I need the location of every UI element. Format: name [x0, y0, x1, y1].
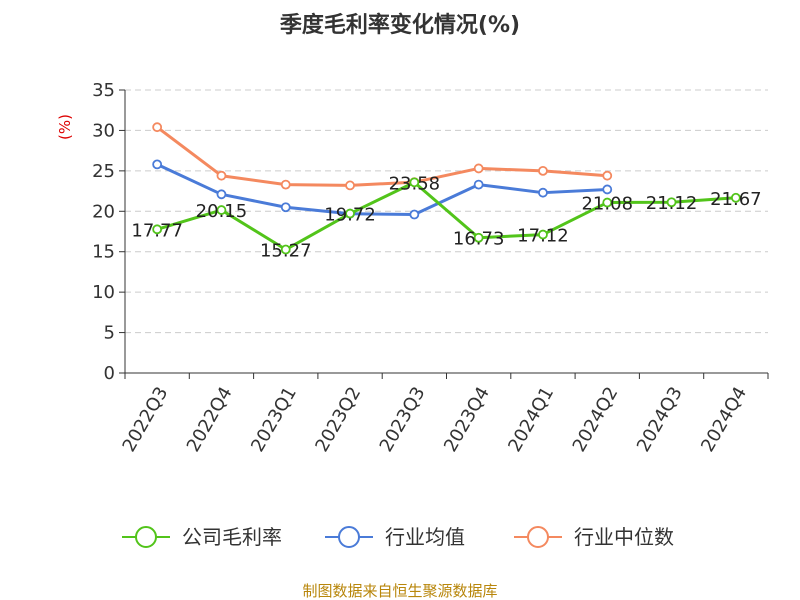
data-point [473, 179, 484, 190]
data-point [345, 180, 355, 191]
y-axis-unit-label: (%) [56, 114, 74, 140]
x-tick-label: 2022Q4 [183, 383, 237, 455]
data-label: 21.08 [581, 194, 633, 215]
legend-item[interactable]: 行业均值 [325, 525, 465, 549]
y-tick-labels: 0 5 10 15 20 25 30 35 [92, 80, 115, 384]
data-label: 16.73 [453, 229, 505, 250]
legend-label: 行业均值 [385, 525, 465, 549]
y-tick-label: 15 [92, 242, 115, 263]
x-tick-label: 2023Q3 [376, 383, 430, 455]
y-tick-label: 10 [92, 282, 115, 303]
data-point [538, 229, 548, 240]
legend-item[interactable]: 行业中位数 [514, 525, 674, 549]
data-point [602, 170, 613, 181]
data-point [473, 232, 484, 243]
data-point [216, 189, 227, 200]
legend-marker-icon [338, 526, 360, 548]
data-label: 20.15 [196, 201, 248, 222]
x-tick-label: 2022Q3 [118, 383, 172, 455]
axes [119, 89, 769, 379]
legend-label: 行业中位数 [574, 525, 674, 549]
data-point [152, 122, 163, 133]
x-tick-label: 2023Q4 [440, 383, 494, 455]
legend-label: 公司毛利率 [182, 525, 282, 549]
legend[interactable]: 公司毛利率 行业均值 行业中位数 [122, 525, 674, 549]
y-tick-label: 0 [104, 363, 115, 384]
chart-title: 季度毛利率变化情况(%) [280, 12, 520, 38]
source-note: 制图数据来自恒生聚源数据库 [302, 582, 497, 600]
data-point [602, 197, 613, 208]
data-point [216, 205, 227, 215]
data-point [409, 209, 420, 220]
data-point [152, 224, 163, 235]
data-point [345, 208, 355, 219]
x-tick-label: 2024Q2 [569, 383, 623, 455]
x-tick-label: 2024Q4 [697, 383, 751, 455]
series-line [156, 180, 736, 252]
y-tick-label: 25 [92, 161, 115, 182]
data-point [280, 202, 291, 213]
data-point [280, 244, 291, 255]
y-tick-label: 30 [92, 120, 115, 141]
data-point [473, 163, 484, 174]
series-line [156, 163, 608, 217]
y-tick-label: 5 [104, 323, 115, 344]
x-tick-labels: 2022Q3 2022Q4 2023Q1 2023Q2 2023Q3 2023Q4 2024… [118, 383, 751, 455]
data-point [538, 187, 548, 198]
data-label: 17.77 [131, 220, 183, 241]
data-label: 17.12 [517, 226, 569, 247]
legend-marker-icon [527, 526, 549, 548]
data-point [216, 170, 227, 181]
data-point [538, 165, 548, 176]
data-point [602, 184, 613, 195]
x-tick-label: 2024Q1 [504, 383, 558, 455]
legend-item[interactable]: 公司毛利率 [122, 525, 282, 549]
data-point [409, 177, 420, 188]
x-tick-label: 2023Q1 [247, 383, 301, 455]
data-label: 15.27 [260, 241, 312, 262]
y-tick-label: 35 [92, 80, 115, 101]
data-point [730, 192, 741, 203]
data-labels: 17.77 20.15 15.27 19.72 23.58 16.73 17.12 21.08… [131, 173, 761, 261]
data-label: 21.67 [710, 189, 762, 210]
data-point [280, 179, 291, 190]
data-label: 19.72 [324, 205, 376, 226]
x-tick-label: 2023Q2 [311, 383, 365, 455]
data-point [152, 159, 163, 170]
data-point [666, 197, 677, 208]
data-label: 21.12 [646, 193, 698, 214]
data-label: 23.58 [389, 173, 441, 194]
x-tick-label: 2024Q3 [633, 383, 687, 455]
series-lines [152, 122, 741, 255]
y-tick-label: 20 [92, 201, 115, 222]
series-line [156, 125, 608, 187]
legend-marker-icon [135, 526, 157, 548]
